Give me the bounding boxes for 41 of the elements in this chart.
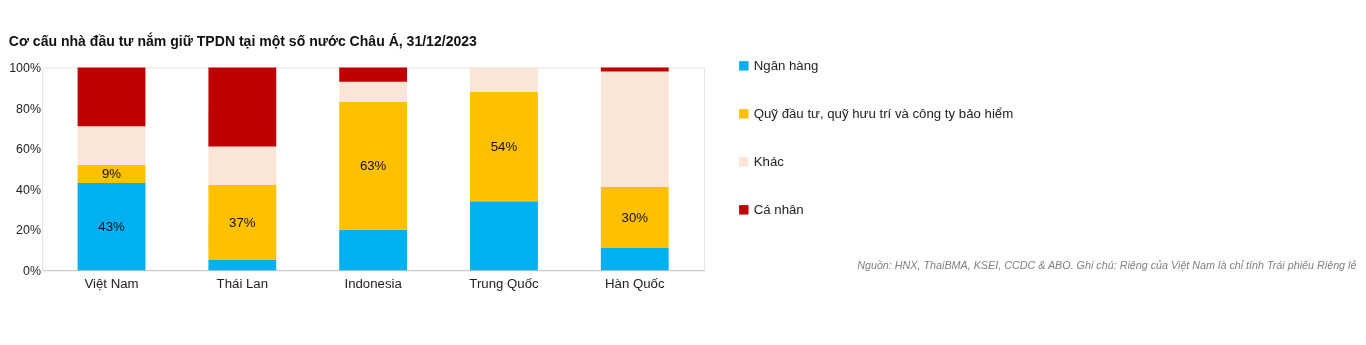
x-tick-label: Thái Lan bbox=[216, 276, 269, 291]
x-tick-label: Hàn Quốc bbox=[605, 276, 665, 291]
legend-label: Ngân hàng bbox=[753, 57, 819, 73]
data-label: 9% bbox=[101, 166, 122, 182]
bar bbox=[600, 71, 669, 188]
bar bbox=[339, 81, 408, 102]
bar bbox=[208, 185, 277, 261]
y-tick-label: 0% bbox=[23, 263, 41, 278]
data-label: 30% bbox=[621, 209, 649, 225]
data-label: 37% bbox=[229, 214, 256, 230]
data-label: 63% bbox=[359, 157, 387, 173]
x-tick-label: Việt Nam bbox=[84, 276, 139, 291]
bar bbox=[600, 187, 669, 248]
legend-label: Cá nhân bbox=[753, 201, 804, 217]
x-tick-label: Indonesia bbox=[344, 276, 403, 291]
y-tick-label: 40% bbox=[16, 182, 41, 197]
text: Nguồn: HNX, ThaiBMA, KSEI, CCDC & ABO. Ghi chú: Riêng của Việt Nam là chỉ tính Trái phiếu Riêng lẻ bbox=[857, 258, 1357, 271]
bar bbox=[77, 126, 146, 165]
data-label: 43% bbox=[98, 218, 125, 234]
bar bbox=[208, 146, 277, 186]
bar bbox=[208, 260, 277, 271]
bar bbox=[339, 67, 408, 82]
legend-label: Quỹ đầu tư, quỹ hưu trí và công ty bảo hiểm bbox=[753, 105, 1014, 121]
data-label: 54% bbox=[490, 138, 518, 154]
bar bbox=[77, 67, 146, 127]
bar bbox=[600, 67, 669, 72]
bar bbox=[339, 101, 408, 230]
bar bbox=[600, 247, 669, 271]
y-tick-label: 60% bbox=[16, 142, 41, 157]
bar bbox=[470, 67, 538, 92]
y-tick-label: 20% bbox=[16, 223, 41, 238]
bar bbox=[470, 201, 538, 271]
legend-label: Khác bbox=[753, 153, 785, 169]
x-tick-label: Trung Quốc bbox=[469, 276, 539, 291]
chart-title: Cơ cấu nhà đầu tư nắm giữ TPDN tại một số nước Châu Á, 31/12/2023 bbox=[8, 31, 478, 49]
bar bbox=[208, 67, 277, 147]
bar bbox=[339, 229, 408, 271]
bar bbox=[470, 91, 538, 202]
y-tick-label: 80% bbox=[16, 101, 41, 116]
y-tick-label: 100% bbox=[9, 61, 41, 76]
bar bbox=[77, 183, 146, 271]
